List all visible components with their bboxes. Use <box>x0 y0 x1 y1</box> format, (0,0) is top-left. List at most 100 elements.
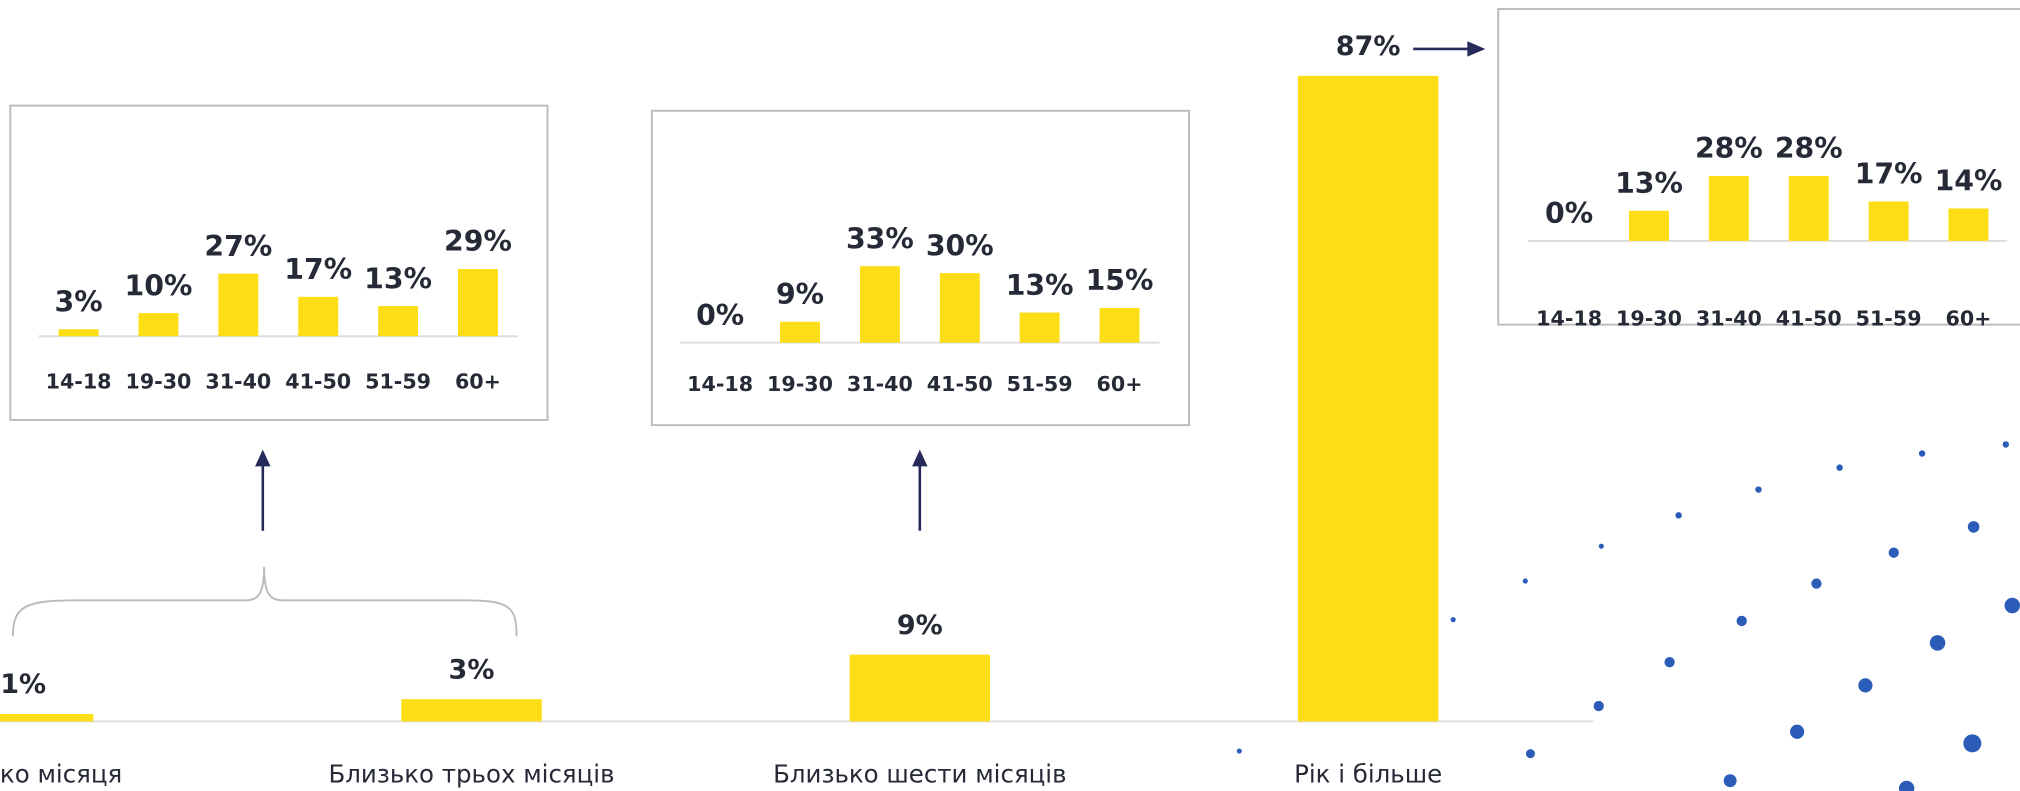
value-label: 87% <box>1336 31 1401 62</box>
category-label: 19-30 <box>767 372 833 396</box>
category-label: 60+ <box>1097 372 1143 396</box>
bar <box>58 329 99 337</box>
bar <box>859 266 900 343</box>
category-label: Близько трьох місяців <box>328 760 614 789</box>
category-label: 51-59 <box>1856 306 1922 330</box>
value-label: 14% <box>1935 165 2003 198</box>
bar <box>378 306 419 337</box>
value-label: 30% <box>926 229 994 262</box>
dot-pattern <box>1236 441 2020 791</box>
value-label: 13% <box>1006 269 1074 302</box>
bar-chart: 1% Близько місяця 3% Близько трьох місяців 9… <box>0 31 1594 789</box>
value-label: 9% <box>897 610 943 641</box>
bar <box>780 321 820 343</box>
dot <box>1898 780 1915 791</box>
category-label: 60+ <box>455 370 501 394</box>
inset-frame <box>9 104 549 421</box>
dot <box>1755 486 1762 493</box>
value-label: 0% <box>696 299 744 332</box>
category-label: 51-59 <box>365 370 431 394</box>
value-label: 17% <box>1855 158 1923 191</box>
dot <box>1450 617 1456 623</box>
arrow-head <box>1467 41 1486 57</box>
bar <box>939 273 980 343</box>
dot <box>1593 700 1604 712</box>
dot <box>1858 678 1873 693</box>
category-label: 41-50 <box>927 372 993 396</box>
dot <box>2002 441 2010 448</box>
value-label: 1% <box>0 669 46 700</box>
category-label: 19-30 <box>1616 306 1682 330</box>
dot <box>1522 578 1528 584</box>
dot <box>1236 748 1242 754</box>
value-label: 0% <box>1545 197 1593 230</box>
bar <box>1629 210 1669 241</box>
value-label: 28% <box>1695 132 1763 165</box>
dot <box>1929 635 1946 651</box>
dot <box>1836 464 1843 471</box>
bar-chart: 0% 14-18 13% 19-30 28% 31-40 28% 41-50 17% 51-59 1… <box>1527 132 2008 330</box>
category-label: 60+ <box>1945 306 1991 330</box>
dot <box>1811 578 1822 589</box>
arrows <box>255 41 1486 531</box>
bar <box>1708 175 1749 241</box>
dot <box>1888 547 1899 558</box>
value-label: 15% <box>1086 264 1154 297</box>
category-label: Близько місяця <box>0 760 122 789</box>
dot <box>1967 521 1980 533</box>
dot <box>1918 450 1926 457</box>
value-label: 13% <box>364 262 432 295</box>
category-label: 14-18 <box>46 370 112 394</box>
inset-frame <box>1497 8 2020 326</box>
inset-frame <box>650 109 1191 427</box>
dot <box>1598 543 1604 549</box>
bar <box>1788 175 1829 241</box>
dot <box>1790 724 1805 739</box>
category-label: Рік і більше <box>1294 760 1442 789</box>
bar <box>1099 307 1140 343</box>
category-label: 51-59 <box>1007 372 1073 396</box>
value-label: 17% <box>284 253 352 286</box>
value-label: 27% <box>204 230 272 263</box>
bar-chart: 0% 14-18 9% 19-30 33% 31-40 30% 41-50 13% 51-59 15… <box>680 222 1160 396</box>
category-label: 31-40 <box>1696 306 1762 330</box>
category-label: 31-40 <box>847 372 913 396</box>
dot <box>1736 615 1747 627</box>
category-label: 19-30 <box>125 370 191 394</box>
category-label: 41-50 <box>1776 306 1842 330</box>
value-label: 3% <box>55 286 103 319</box>
bar <box>1019 312 1060 343</box>
bar <box>1297 75 1439 722</box>
dot <box>1664 657 1675 668</box>
dot <box>1525 749 1535 759</box>
arrow-head <box>255 449 271 467</box>
value-label: 28% <box>1775 132 1843 165</box>
category-label: 31-40 <box>205 370 271 394</box>
category-label: 41-50 <box>285 370 351 394</box>
bar-chart: 3% 14-18 10% 19-30 27% 31-40 17% 41-50 13% 51-59 2… <box>38 225 518 394</box>
bar <box>849 654 991 722</box>
decoration <box>9 8 2020 637</box>
value-label: 10% <box>125 269 193 302</box>
value-label: 9% <box>776 278 824 311</box>
bar <box>457 268 498 337</box>
dot <box>2004 597 2020 614</box>
dot <box>1723 774 1737 788</box>
bar <box>401 699 542 722</box>
charts: 1% Близько місяця 3% Близько трьох місяців 9… <box>0 31 2008 789</box>
bar <box>1948 208 1989 241</box>
arrow-head <box>912 449 928 467</box>
dot <box>1675 512 1682 519</box>
category-label: 14-18 <box>687 372 753 396</box>
bar <box>138 313 179 337</box>
value-label: 13% <box>1615 167 1683 200</box>
value-label: 33% <box>846 222 914 255</box>
bar <box>298 296 339 337</box>
value-label: 29% <box>444 225 512 258</box>
dot <box>1963 734 1982 753</box>
bar <box>218 273 259 337</box>
category-label: Близько шести місяців <box>773 760 1066 789</box>
bar <box>1868 201 1909 241</box>
bar <box>0 714 94 722</box>
